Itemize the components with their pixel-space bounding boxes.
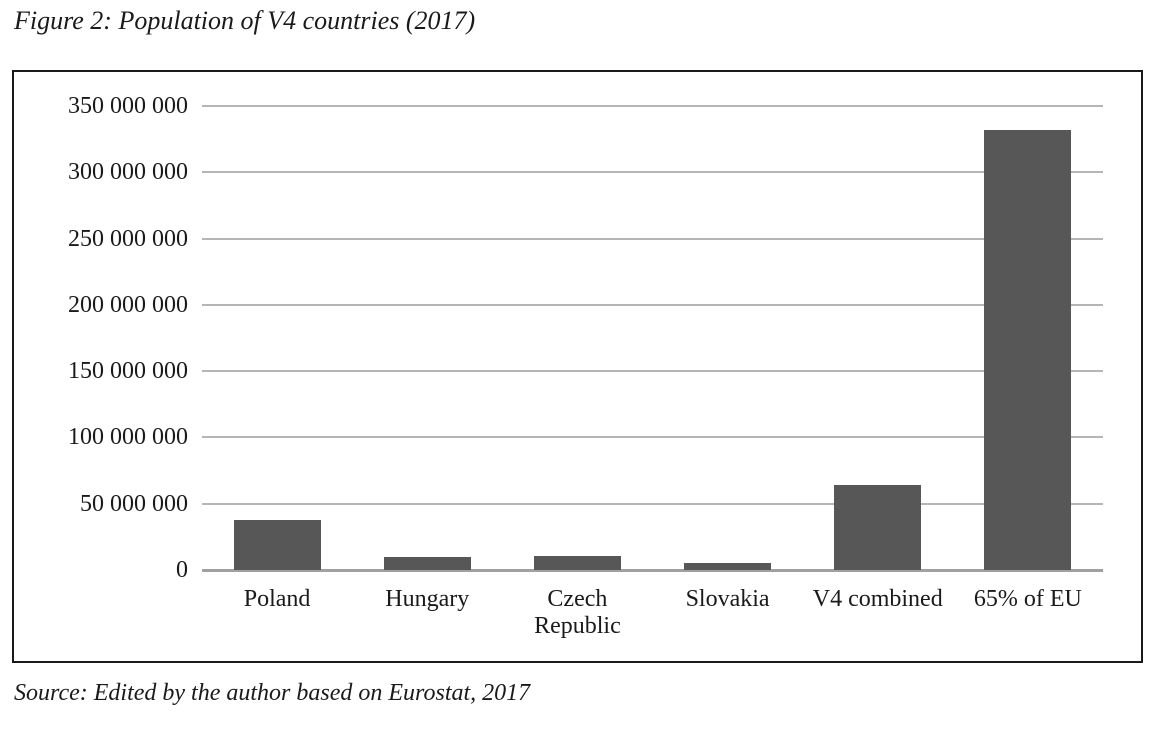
gridline	[202, 436, 1103, 439]
gridline	[202, 502, 1103, 505]
bar-chart: 0 50 000 000 100 000 000 150 000 000 200 000…	[14, 72, 1141, 661]
gridline	[202, 171, 1103, 174]
gridline	[202, 370, 1103, 373]
gridline	[202, 105, 1103, 107]
bar-czech-republic	[533, 555, 621, 570]
gridline	[202, 237, 1103, 240]
y-tick-label: 350 000 000	[68, 93, 188, 119]
y-tick-label: 100 000 000	[68, 424, 188, 451]
x-axis-baseline	[202, 569, 1103, 572]
figure-source-note: Source: Edited by the author based on Eu…	[14, 680, 531, 706]
chart-frame: 0 50 000 000 100 000 000 150 000 000 200 000…	[12, 70, 1143, 663]
y-tick-label: 250 000 000	[68, 225, 188, 252]
bar-poland	[233, 519, 321, 570]
x-axis-label-slovakia: Slovakia	[685, 586, 770, 612]
x-axis-label-65-of-eu: 65% of EU	[973, 586, 1082, 612]
bar-slovakia	[684, 562, 772, 570]
gridline	[202, 303, 1103, 306]
y-tick-label: 200 000 000	[68, 291, 188, 318]
x-axis-label-hungary: Hungary	[385, 586, 470, 612]
y-tick-label: 50 000 000	[80, 490, 188, 517]
bar-hungary	[383, 557, 471, 570]
x-axis-label-v4-combined: V4 combined	[812, 586, 943, 612]
bar-v4-combined	[834, 485, 922, 570]
y-tick-label: 150 000 000	[68, 358, 188, 385]
bar-65-of-eu	[984, 129, 1072, 570]
figure-title: Figure 2: Population of V4 countries (20…	[14, 6, 476, 35]
x-axis-label-poland: Poland	[243, 586, 311, 612]
y-tick-label: 300 000 000	[68, 159, 188, 186]
y-tick-label: 0	[176, 557, 188, 583]
x-axis-label-czech-republic: Czech Republic	[534, 586, 621, 639]
